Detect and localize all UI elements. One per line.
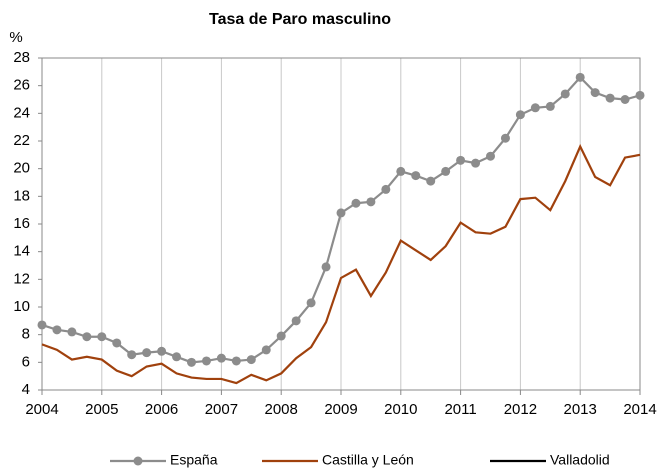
point [216, 353, 226, 363]
point [261, 345, 271, 355]
x-tick-label: 2005 [85, 401, 118, 418]
y-tick-label: 24 [13, 104, 30, 121]
y-tick-label: 12 [13, 270, 30, 287]
point [456, 155, 466, 165]
y-tick-label: 26 [13, 77, 30, 94]
point [381, 184, 391, 194]
point [500, 133, 510, 143]
point [67, 327, 77, 337]
x-tick-label: 2014 [623, 401, 656, 418]
point [605, 93, 615, 103]
plot-frame [41, 57, 641, 391]
y-tick-label: 28 [13, 49, 30, 66]
y-tick-label: 6 [22, 353, 30, 370]
point [52, 325, 62, 335]
point [112, 338, 122, 348]
point [575, 72, 585, 82]
legend-label: Valladolid [550, 452, 610, 468]
y-tick-label: 4 [22, 381, 30, 398]
point [351, 198, 361, 208]
legend-marker [133, 456, 143, 466]
point [172, 352, 182, 362]
legend-label: España [170, 452, 218, 468]
point [321, 262, 331, 272]
point [246, 355, 256, 365]
x-tick-label: 2011 [444, 401, 476, 418]
series-line [41, 143, 641, 385]
point [545, 101, 555, 111]
point [291, 316, 301, 326]
point [515, 110, 525, 120]
point [201, 356, 211, 366]
x-tick-label: 2006 [145, 401, 178, 418]
x-tick-label: 2009 [324, 401, 357, 418]
point [486, 151, 495, 161]
y-axis-label: % [9, 29, 22, 46]
y-tick-label: 20 [13, 160, 30, 177]
point [82, 332, 92, 342]
y-tick-label: 10 [13, 298, 30, 315]
y-tick-label: 18 [13, 187, 30, 204]
point [336, 208, 346, 218]
legend-label: Castilla y León [322, 452, 414, 468]
point [411, 171, 421, 181]
y-tick-label: 16 [13, 215, 30, 232]
point [471, 158, 481, 168]
point [396, 166, 406, 176]
x-tick-label: 2008 [265, 401, 298, 418]
chart-title: Tasa de Paro masculino [209, 11, 391, 28]
point [441, 166, 451, 176]
point [97, 332, 107, 342]
x-tick-label: 2012 [504, 401, 537, 418]
y-tick-label: 14 [13, 243, 30, 260]
point [37, 320, 47, 330]
point [620, 95, 630, 104]
point [142, 348, 152, 358]
point [276, 331, 286, 341]
x-tick-label: 2004 [25, 401, 58, 418]
point [127, 350, 137, 360]
point [590, 88, 600, 98]
x-tick-label: 2010 [384, 401, 417, 418]
y-tick-label: 8 [22, 326, 30, 343]
point [560, 89, 570, 99]
point [635, 90, 645, 100]
y-tick-label: 22 [13, 132, 30, 149]
point [306, 298, 316, 308]
x-tick-label: 2007 [205, 401, 238, 418]
point [157, 346, 167, 356]
x-tick-label: 2013 [564, 401, 597, 418]
point [530, 103, 540, 113]
point [426, 176, 436, 186]
point [366, 197, 376, 207]
point [187, 357, 196, 367]
point [231, 356, 241, 366]
